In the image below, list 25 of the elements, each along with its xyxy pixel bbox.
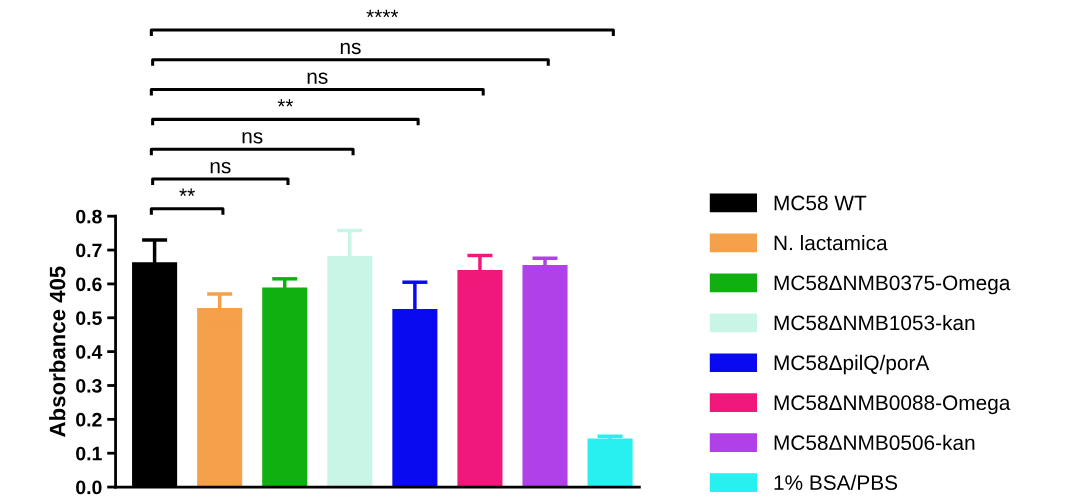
y-tick-label: 0.3 xyxy=(76,378,102,393)
legend-label: MC58ΔNMB0506-kan xyxy=(774,434,975,451)
text: ns xyxy=(210,161,231,174)
y-tick-label: 0.8 xyxy=(76,209,102,224)
legend-label: MC58ΔNMB0088-Omega xyxy=(774,395,1011,415)
y-tick-label: 0.1 xyxy=(76,446,102,461)
legend-label: N. lactamica xyxy=(774,235,888,251)
text: ** xyxy=(179,188,195,196)
y-tick-label: 0.0 xyxy=(76,480,102,495)
legend-label: MC58ΔNMB1053-kan xyxy=(774,314,975,331)
text: **** xyxy=(366,9,399,18)
legend-label: MC58ΔpilQ/porA xyxy=(774,354,930,375)
y-tick-label: 0.4 xyxy=(76,345,103,359)
legend-label: 1% BSA/PBS xyxy=(774,474,898,490)
text: ns xyxy=(242,132,263,144)
y-tick-label: 0.6 xyxy=(76,277,102,292)
legend-label: MC58ΔNMB0375-Omega xyxy=(774,275,1011,295)
text: ** xyxy=(277,99,294,107)
y-tick-label: 0.7 xyxy=(76,243,102,258)
text: ns xyxy=(340,42,361,55)
y-axis-title: Absorbance 405 xyxy=(49,266,66,437)
legend-label: MC58 WT xyxy=(774,195,867,211)
y-tick-label: 0.5 xyxy=(76,311,102,326)
y-tick-label: 0.2 xyxy=(76,412,102,427)
text: ns xyxy=(307,72,328,84)
